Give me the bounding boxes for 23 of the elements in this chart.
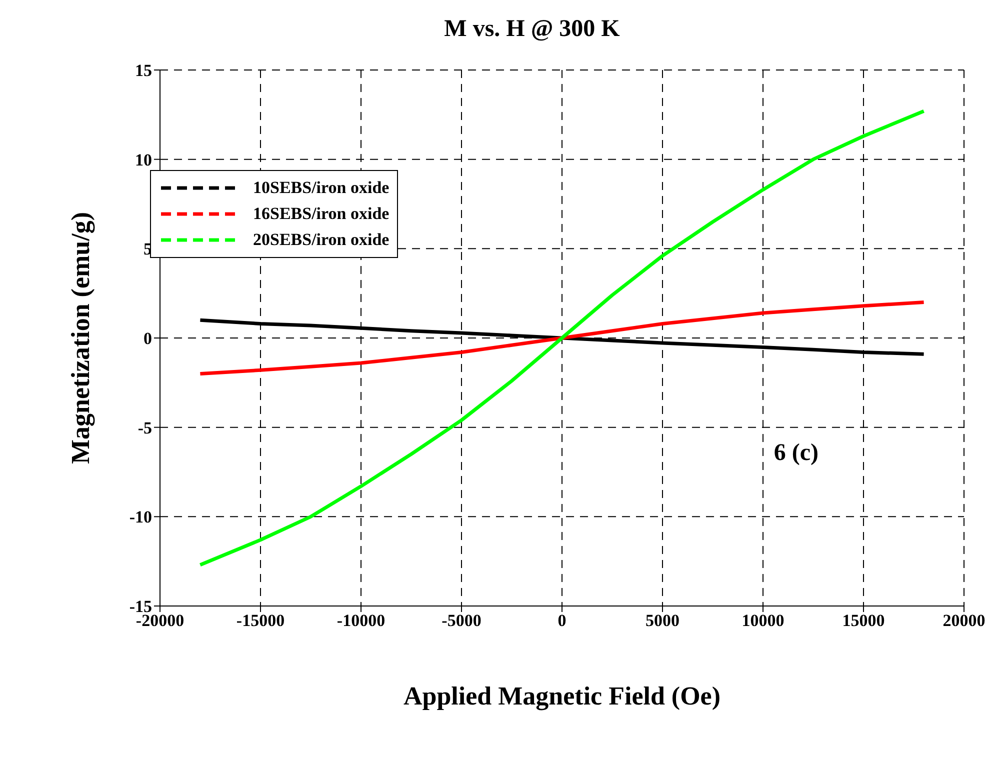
annotation: 6 (c): [774, 440, 819, 467]
chart-title: M vs. H @ 300 K: [443, 16, 621, 43]
x-tick-label: 15000: [842, 611, 885, 630]
line-series: [198, 109, 926, 567]
legend-label: 20SEBS/iron oxide: [253, 229, 390, 251]
x-tick-label: -10000: [336, 611, 386, 630]
x-tick-label: 0: [558, 611, 566, 630]
x-tick-label: 20000: [942, 611, 986, 630]
legend-label: 16SEBS/iron oxide: [253, 203, 390, 225]
y-tick-label: -5: [138, 418, 152, 438]
x-tick-label: -20000: [136, 611, 184, 630]
x-axis-title: Applied Magnetic Field (Oe): [403, 681, 721, 710]
y-tick-label: -10: [129, 508, 152, 527]
y-axis-title: Magnetization (emu/g): [66, 212, 96, 464]
x-tick-label: -5000: [442, 611, 482, 630]
y-tick-label: 10: [135, 150, 152, 170]
x-tick-label: -15000: [236, 611, 285, 630]
x-tick-label: 10000: [742, 611, 784, 630]
line-series: [198, 300, 926, 376]
legend-label: 10SEBS/iron oxide: [253, 177, 390, 199]
y-tick-label: 0: [144, 329, 152, 348]
y-tick-label: 15: [135, 61, 152, 80]
x-tick-label: 5000: [646, 611, 680, 630]
